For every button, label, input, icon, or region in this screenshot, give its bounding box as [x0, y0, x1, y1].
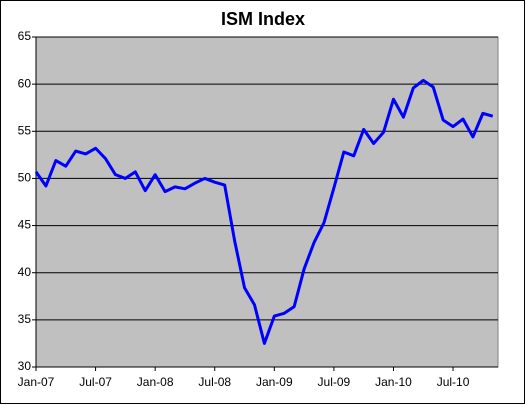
y-tick-label: 65	[18, 29, 32, 43]
y-tick-label: 50	[18, 171, 32, 185]
y-tick-label: 40	[18, 265, 32, 279]
x-tick-label: Jul-07	[79, 375, 112, 389]
y-tick-label: 60	[18, 76, 32, 90]
x-tick-label: Jul-09	[318, 375, 351, 389]
y-tick-label: 55	[18, 123, 32, 137]
chart-title: ISM Index	[221, 9, 305, 29]
x-tick-label: Jul-10	[437, 375, 470, 389]
x-tick-label: Jan-08	[137, 375, 174, 389]
plot-area	[35, 36, 499, 368]
x-tick-label: Jan-10	[375, 375, 412, 389]
x-tick-label: Jan-07	[18, 375, 55, 389]
y-tick-label: 35	[18, 312, 32, 326]
x-tick-label: Jul-08	[198, 375, 231, 389]
data-line	[34, 78, 494, 345]
y-tick-label: 45	[18, 218, 32, 232]
y-tick-label: 30	[18, 359, 32, 373]
x-tick-label: Jan-09	[256, 375, 293, 389]
